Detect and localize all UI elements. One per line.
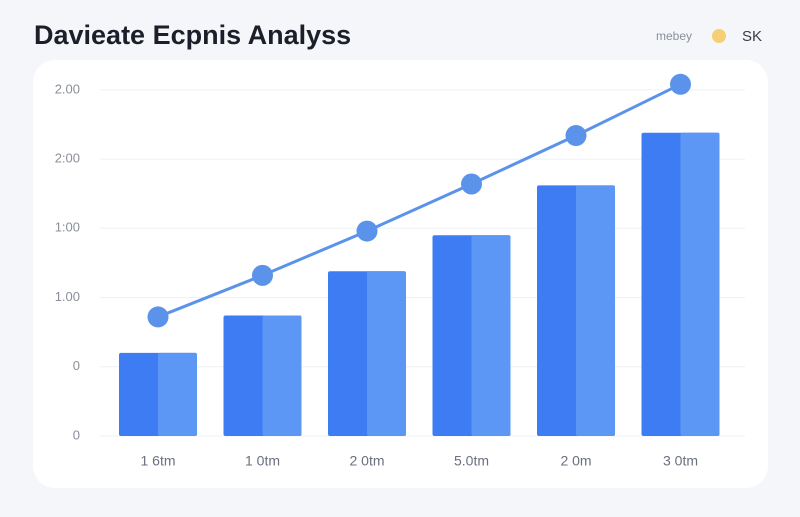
legend-marker	[712, 29, 726, 43]
point	[356, 220, 378, 242]
legend-label: SK	[742, 28, 762, 45]
x-tick-label: 1 0tm	[245, 453, 280, 469]
x-tick-label: 1 6tm	[140, 453, 175, 469]
y-tick-label: 2.00	[55, 81, 80, 96]
bar-highlight	[576, 185, 615, 436]
x-tick-label: 3 0tm	[663, 453, 698, 469]
y-tick-label: 0	[73, 427, 80, 442]
bar-highlight	[680, 132, 720, 436]
x-tick-label: 2 0m	[560, 453, 591, 469]
y-tick-label: 2:00	[55, 151, 80, 166]
point	[670, 73, 691, 95]
x-tick-label: 5.0tm	[454, 453, 489, 469]
point	[565, 125, 587, 147]
point	[252, 264, 273, 286]
x-tick-label: 2 0tm	[349, 453, 384, 469]
legend-label: mebey	[656, 29, 692, 43]
bar-highlight	[158, 352, 197, 436]
chart-title: Davieate Ecpnis Analyss	[34, 20, 351, 50]
point	[147, 306, 169, 328]
bar-highlight	[262, 315, 302, 436]
y-tick-label: 0	[73, 358, 80, 373]
bar-highlight	[471, 235, 511, 436]
point	[461, 173, 482, 195]
bar-highlight	[367, 271, 406, 436]
y-tick-label: 1:00	[55, 220, 80, 235]
line	[157, 82, 682, 319]
y-tick-label: 1.00	[55, 289, 80, 304]
